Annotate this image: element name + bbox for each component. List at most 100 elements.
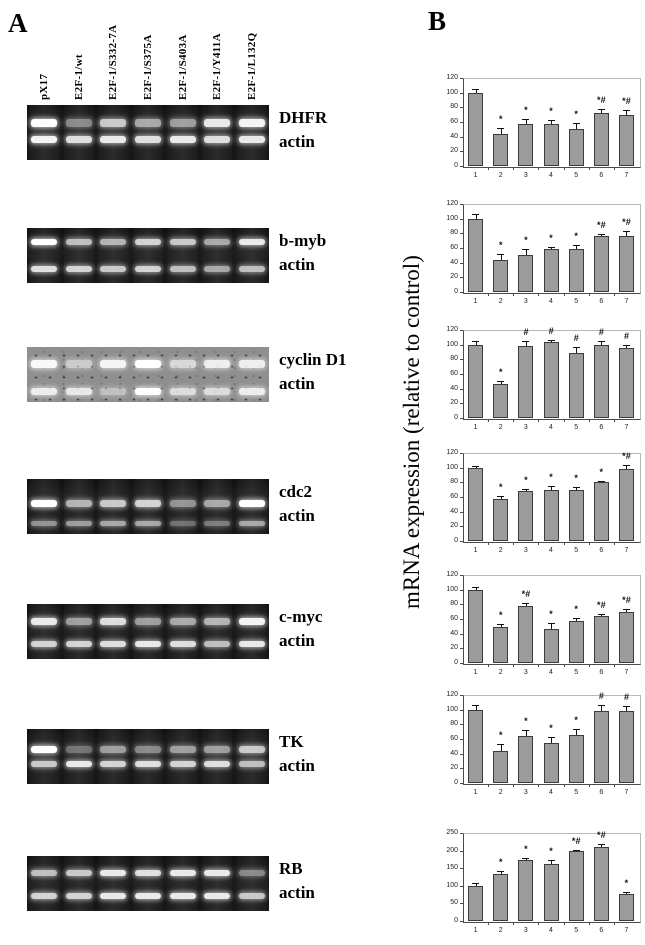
- x-tick-mark: [488, 664, 490, 667]
- actin-band: [204, 136, 231, 144]
- gel-lane: [132, 228, 164, 283]
- x-category-label: 5: [574, 669, 579, 676]
- bar: [493, 384, 509, 418]
- y-tick-mark: [460, 292, 463, 293]
- error-bar: [551, 736, 552, 744]
- x-tick-mark: [588, 784, 590, 787]
- x-category-label: 6: [599, 547, 604, 554]
- y-tick-label: 0: [454, 414, 458, 421]
- error-bar-cap: [497, 744, 505, 746]
- x-category-label: 2: [498, 298, 503, 305]
- error-bar: [525, 488, 527, 492]
- bar-chart: 0 20 40 60 80 100 120 1 * 2 * 3 * 4 * 5 * 6 *# 7: [425, 443, 643, 565]
- bar-chart: 0 20 40 60 80 100 120 1 * 2 * 3 * 4 * 5 *# 6 *# 7: [425, 194, 643, 316]
- x-tick-mark: [563, 664, 565, 667]
- actin-band: [169, 892, 196, 899]
- actin-band: [169, 641, 196, 648]
- error-bar: [551, 486, 552, 490]
- gene-band: [204, 618, 231, 626]
- gel-lane: [29, 856, 60, 911]
- x-category-label: 6: [599, 789, 604, 796]
- actin-band: [238, 136, 265, 144]
- error-bar: [525, 341, 527, 347]
- x-category-label: 5: [574, 547, 579, 554]
- bar: [518, 605, 534, 663]
- y-tick-mark: [460, 753, 463, 755]
- bar: [468, 589, 484, 663]
- gel-lane: [236, 604, 267, 659]
- y-tick-mark: [460, 248, 463, 249]
- error-bar-cap: [522, 488, 530, 490]
- bar: [593, 235, 609, 292]
- error-bar: [601, 843, 603, 848]
- actin-band: [65, 265, 92, 272]
- y-tick-label: 100: [446, 881, 458, 889]
- y-tick-mark: [460, 648, 463, 650]
- x-category-label: 1: [473, 927, 478, 934]
- significance-annotation: *: [574, 472, 578, 483]
- x-tick-mark: [488, 922, 490, 925]
- lane-label: pX17: [38, 73, 51, 100]
- y-tick-label: 0: [454, 779, 458, 786]
- error-bar-cap: [472, 883, 480, 885]
- gel-lane: [201, 479, 233, 534]
- y-tick-label: 0: [454, 659, 458, 666]
- x-tick-mark: [588, 664, 590, 667]
- gel-lane: [29, 228, 60, 283]
- gel-lane: [29, 479, 60, 534]
- x-tick-mark: [588, 167, 590, 170]
- lane-label: E2F-1/Y411A: [211, 33, 224, 100]
- gel-lane: [63, 105, 95, 160]
- actin-band: [134, 136, 161, 144]
- y-tick-label: 120: [446, 449, 458, 456]
- gene-band: [65, 618, 92, 626]
- error-bar-cap: [572, 849, 580, 851]
- y-tick-mark: [460, 575, 463, 576]
- error-bar-cap: [597, 480, 605, 482]
- bar: [493, 259, 509, 292]
- bar: [468, 885, 484, 921]
- y-tick-label: 60: [450, 615, 458, 622]
- y-tick-label: 40: [450, 132, 458, 140]
- x-category-label: 3: [523, 298, 528, 305]
- bar: [593, 113, 609, 166]
- error-bar-cap: [572, 618, 580, 620]
- y-tick-label: 80: [450, 103, 458, 111]
- gel-lane: [29, 604, 60, 659]
- y-tick-mark: [460, 262, 463, 264]
- actin-band: [169, 761, 196, 768]
- gene-band: [134, 869, 161, 876]
- x-category-label: 1: [473, 789, 478, 796]
- x-category-label: 6: [599, 298, 604, 305]
- error-bar-cap: [622, 231, 630, 233]
- y-tick-mark: [460, 218, 463, 220]
- error-bar-cap: [622, 706, 630, 707]
- error-bar-cap: [472, 466, 480, 468]
- gel-control-label: actin: [279, 374, 315, 393]
- gel-lane: [133, 347, 164, 402]
- y-tick-mark: [460, 885, 463, 887]
- gene-band: [100, 869, 127, 876]
- bar: [593, 482, 609, 541]
- y-tick-mark: [460, 482, 463, 484]
- gel-lane: [63, 604, 95, 659]
- y-tick-mark: [460, 633, 463, 635]
- error-bar-cap: [472, 705, 480, 707]
- y-tick-mark: [460, 151, 463, 153]
- actin-band: [204, 761, 231, 768]
- y-tick-label: 60: [450, 370, 458, 377]
- gel-lane: [167, 856, 198, 911]
- significance-annotation: *: [549, 233, 553, 244]
- error-bar: [475, 341, 477, 345]
- x-tick-mark: [563, 784, 565, 787]
- bar: [518, 124, 534, 166]
- gel-lane: [236, 228, 267, 283]
- gel-lane: [201, 729, 233, 784]
- x-category-label: 2: [498, 547, 503, 554]
- x-tick-mark: [488, 784, 490, 787]
- error-bar-cap: [622, 464, 630, 466]
- actin-band: [204, 520, 231, 526]
- x-category-label: 3: [523, 172, 528, 179]
- actin-band: [100, 265, 127, 272]
- bar-chart: 0 20 40 60 80 100 120 1 * 2 * 3 * 4 * 5 #6 #7: [425, 685, 643, 807]
